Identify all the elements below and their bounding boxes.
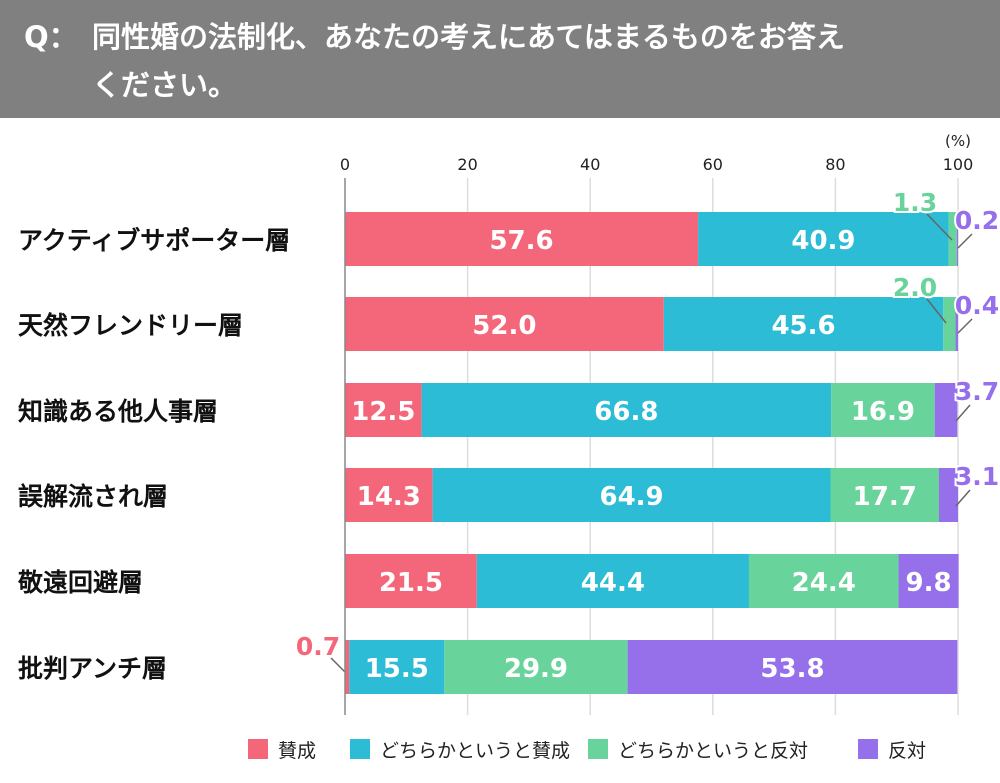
bar-segment	[432, 468, 831, 522]
bar-segment	[345, 468, 433, 522]
bar-segment	[345, 554, 477, 608]
bar-segment	[830, 468, 939, 522]
legend-label: どちらかというと賛成	[380, 740, 570, 762]
leader-line	[955, 404, 971, 422]
bar-segment	[421, 383, 832, 437]
question-banner: Q： 同性婚の法制化、あなたの考えにあてはまるものをお答え ください。	[0, 0, 1000, 118]
data-label: 52.0	[472, 311, 536, 341]
data-label: 21.5	[379, 568, 443, 598]
category-label: 批判アンチ層	[18, 654, 167, 683]
leader-line	[957, 318, 973, 334]
data-label: 9.8	[906, 568, 952, 598]
bar-segment	[345, 212, 699, 266]
data-label: 64.9	[599, 482, 663, 512]
legend-swatch	[248, 739, 268, 759]
category-label: 誤解流され層	[18, 482, 168, 511]
leader-line	[926, 213, 953, 241]
bar-segment	[898, 554, 959, 608]
bar-segment	[948, 212, 957, 266]
data-label: 29.9	[504, 654, 568, 684]
data-label: 0.7	[296, 632, 340, 661]
data-label: 15.5	[365, 654, 429, 684]
legend-label: どちらかというと反対	[618, 740, 808, 762]
data-label: 53.8	[760, 654, 824, 684]
data-label: 0.4	[955, 291, 999, 320]
x-tick-label: 100	[943, 155, 974, 174]
data-label: 16.9	[851, 397, 915, 427]
question-prefix: Q：	[24, 20, 78, 54]
bar-segment	[698, 212, 949, 266]
data-label: 2.0	[893, 273, 937, 302]
x-tick-label: 40	[580, 155, 600, 174]
bar-segment	[955, 297, 958, 351]
legend-label: 反対	[888, 740, 926, 762]
bar-segment	[663, 297, 944, 351]
legend-swatch	[588, 739, 608, 759]
bar-segment	[345, 297, 664, 351]
bar-segment	[476, 554, 749, 608]
unit-label: (%)	[945, 132, 971, 150]
data-label: 24.4	[792, 568, 856, 598]
bar-segment	[627, 640, 958, 694]
leader-line	[955, 489, 971, 507]
bar-segment	[345, 640, 350, 694]
category-label: 敬遠回避層	[17, 568, 143, 597]
data-label: 0.2	[955, 206, 999, 235]
data-label: 57.6	[489, 226, 553, 256]
bar-segment	[748, 554, 899, 608]
leader-line	[926, 298, 947, 324]
leader-line	[330, 657, 346, 673]
bar-segment	[943, 297, 956, 351]
legend-swatch	[858, 739, 878, 759]
bar-segment	[934, 383, 958, 437]
data-label: 3.7	[955, 377, 999, 406]
data-label: 17.7	[853, 482, 917, 512]
data-label: 1.3	[893, 188, 937, 217]
category-label: 知識ある他人事層	[18, 397, 218, 426]
question-line-2: ください。	[92, 68, 238, 102]
category-label: 天然フレンドリー層	[18, 311, 243, 340]
data-label: 3.1	[955, 462, 999, 491]
data-label: 66.8	[594, 397, 658, 427]
question-line-1: 同性婚の法制化、あなたの考えにあてはまるものをお答え	[92, 20, 845, 54]
category-label: アクティブサポーター層	[18, 226, 290, 255]
leader-line	[957, 233, 973, 249]
bar-segment	[831, 383, 935, 437]
bar-segment	[444, 640, 628, 694]
x-tick-label: 0	[340, 155, 350, 174]
x-tick-label: 60	[703, 155, 723, 174]
bar-segment	[956, 212, 958, 266]
x-tick-label: 80	[825, 155, 845, 174]
bar-segment	[349, 640, 445, 694]
data-label: 40.9	[791, 226, 855, 256]
legend-swatch	[350, 739, 370, 759]
bar-segment	[938, 468, 958, 522]
data-label: 44.4	[581, 568, 645, 598]
data-label: 45.6	[771, 311, 835, 341]
x-tick-label: 20	[457, 155, 477, 174]
data-label: 12.5	[351, 397, 415, 427]
bar-segment	[345, 383, 422, 437]
data-label: 14.3	[357, 482, 421, 512]
legend-label: 賛成	[278, 740, 316, 762]
